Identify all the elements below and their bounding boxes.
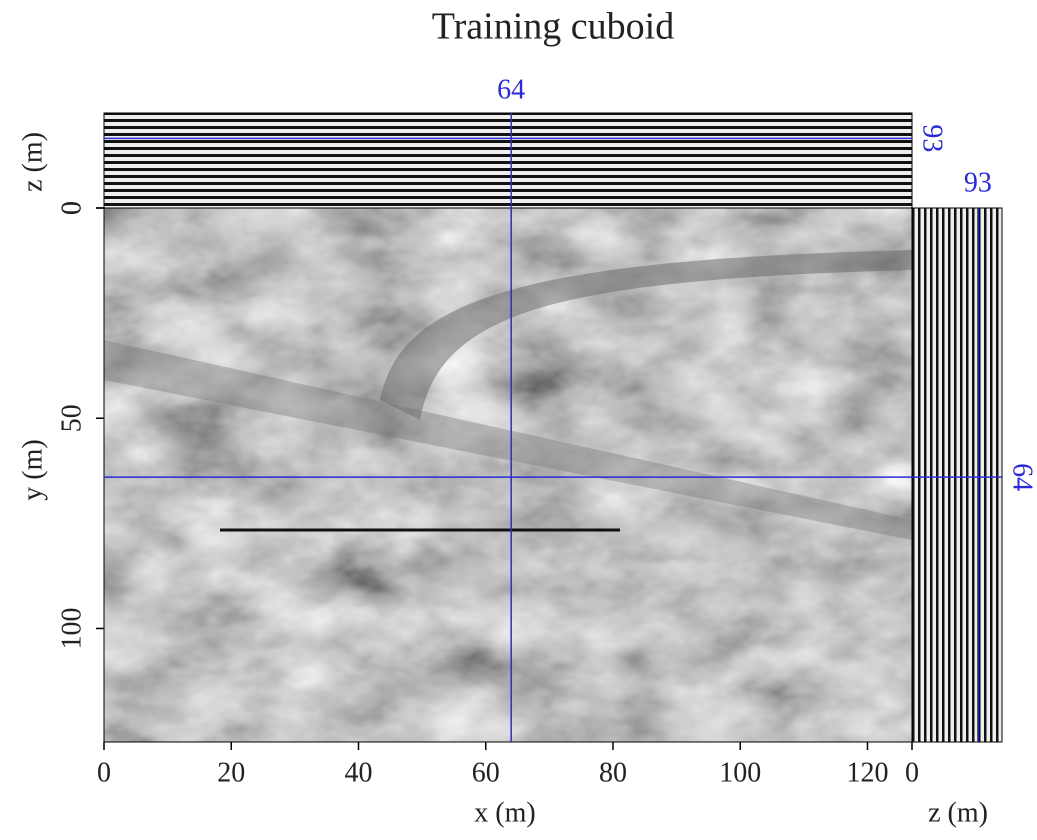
slice-label-y: 64 (1007, 463, 1037, 491)
z-tick-label: 0 (56, 201, 87, 215)
main-panel (104, 208, 912, 742)
x-tick-label: 80 (599, 757, 627, 788)
figure: Training cuboid x (m) z (m) y (m) z (m) … (0, 0, 1037, 840)
y-tick-label: 100 (56, 607, 87, 649)
x-tick-label: 60 (472, 757, 500, 788)
x-tick-label: 40 (344, 757, 372, 788)
x-tick-label: 20 (217, 757, 245, 788)
side-panel (912, 208, 1002, 742)
y-tick-label: 50 (56, 404, 87, 432)
slice-label-z: 93 (917, 124, 948, 152)
image-texture (104, 208, 912, 742)
slice-label-x: 64 (497, 74, 525, 105)
x-tick-label: 120 (846, 757, 888, 788)
x-axis-label: x (m) (474, 797, 535, 828)
y-axis-label: y (m) (17, 439, 48, 500)
slice-label-z: 93 (964, 167, 992, 198)
chart-title: Training cuboid (432, 6, 674, 48)
x-tick-label: 100 (719, 757, 761, 788)
top-panel (104, 113, 912, 208)
z-axis-label: z (m) (928, 797, 988, 828)
x-tick-label: 0 (97, 757, 111, 788)
z-axis-label: z (m) (17, 132, 48, 192)
z-tick-label: 0 (905, 757, 919, 788)
